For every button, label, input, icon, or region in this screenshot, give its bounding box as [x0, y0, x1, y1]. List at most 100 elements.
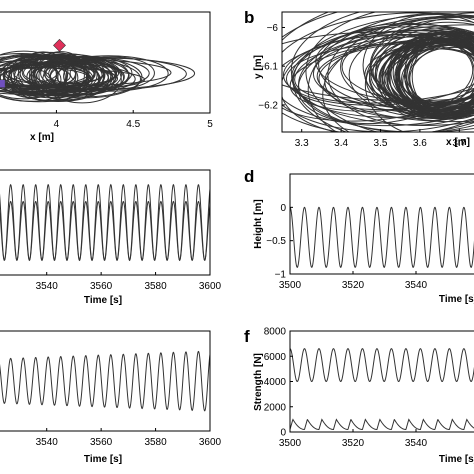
panel-a-orbit-trace [0, 50, 68, 100]
panel-b-orbit-trace [282, 33, 474, 106]
panel-f-frame [289, 330, 474, 433]
panel-b-orbit-trace [298, 16, 474, 132]
panel-e-xlabel: Time [s] [84, 454, 122, 465]
panel-b-orbit-trace [292, 13, 474, 132]
panel-a-orbit-trace [0, 53, 79, 102]
panel-b-xtick-label: 3.6 [413, 138, 427, 149]
panel-a-orbit-trace [36, 62, 90, 88]
panel-a-traces [0, 50, 196, 104]
panel-b-orbit-trace [316, 38, 474, 116]
panel-f-ytick-label: 0 [280, 428, 286, 439]
panel-f-xlabel: Time [s] [439, 454, 474, 465]
panel-f-x-ticks: 3500 3520 3540 [279, 429, 428, 449]
panel-a-xtick-label: 4.5 [126, 119, 140, 130]
panel-b-orbit-trace [290, 12, 474, 132]
panel-b-xlabel: x [m] [446, 137, 470, 148]
panel-label-f: f [244, 327, 250, 346]
panel-a-diamond-marker [53, 38, 66, 52]
panel-c: 3540 3560 3580 3600 Time [s] [0, 169, 222, 306]
panel-d-ytick-label: 0 [280, 203, 286, 214]
panel-e-xtick-label: 3580 [144, 437, 167, 448]
panel-d-xlabel: Time [s] [439, 294, 474, 305]
panel-b-ytick-label: −6 [267, 23, 279, 34]
panel-b-xtick-label: 3.7 [452, 138, 466, 149]
panel-c-xtick-label: 3540 [36, 281, 59, 292]
panel-b-x-ticks: 3.3 3.4 3.5 3.6 3.7 [295, 129, 467, 149]
panel-b-orbit-trace [369, 18, 474, 109]
panel-d-traces [289, 206, 474, 268]
panel-d-frame [289, 173, 474, 275]
panel-f-traces [289, 348, 474, 430]
panel-a-orbit-trace [0, 54, 118, 97]
panel-d-xtick-label: 3520 [342, 280, 365, 291]
panel-a-x-ticks: 4 4.5 5 [54, 110, 213, 130]
panel-f-ytick-label: 2000 [264, 402, 287, 413]
panel-a-xlabel: x [m] [30, 132, 54, 143]
panel-b-orbit-trace [318, 22, 474, 109]
panel-a-xtick-label: 4 [54, 119, 60, 130]
panel-a-square-marker [0, 79, 6, 89]
panel-f-xtick-label: 3500 [279, 438, 302, 449]
panel-d-ytick-label: −0.5 [266, 236, 286, 247]
panel-c-xlabel: Time [s] [84, 295, 122, 306]
panel-f-y-ticks: 0 2000 4000 6000 8000 [264, 327, 293, 439]
panel-a-orbit-trace [42, 55, 122, 104]
panel-b-xtick-label: 3.4 [334, 138, 348, 149]
panel-b-traces [282, 12, 474, 132]
panel-b-xtick-label: 3.3 [295, 138, 309, 149]
panel-f-ytick-label: 4000 [264, 377, 287, 388]
panel-a-orbit-trace [30, 60, 88, 93]
panel-e-traces [0, 350, 211, 412]
panel-d-series-line [289, 206, 474, 268]
panel-b-orbit-trace [282, 12, 474, 132]
panel-a-frame [0, 11, 211, 114]
panel-a-orbit-trace [49, 61, 125, 93]
panel-b-ylabel: y [m] [253, 55, 264, 79]
panel-f-series-line [289, 418, 474, 430]
panel-f-ylabel: Strength [N] [253, 353, 264, 411]
panel-d-xtick-label: 3500 [279, 280, 302, 291]
panel-b-orbit-trace [406, 36, 474, 120]
panel-c-frame [0, 169, 211, 276]
panel-b-orbit-trace [294, 24, 474, 104]
panel-e-xtick-label: 3540 [36, 437, 59, 448]
panel-b-xtick-label: 3.5 [374, 138, 388, 149]
panel-a-orbit-trace [17, 51, 69, 94]
panel-d-ytick-label: −1 [275, 270, 287, 281]
panel-c-traces [0, 183, 211, 262]
panel-c-x-ticks: 3540 3560 3580 3600 [36, 272, 222, 292]
panel-b-orbit-trace [285, 43, 474, 111]
panel-label-d: d [244, 167, 254, 186]
panel-c-xtick-label: 3560 [90, 281, 113, 292]
panel-b-orbit-trace [364, 16, 474, 132]
panel-c-xtick-label: 3580 [144, 281, 167, 292]
panel-f-ytick-label: 8000 [264, 327, 287, 338]
panel-a-xtick-label: 5 [207, 119, 213, 130]
panel-label-b: b [244, 8, 254, 27]
panel-b-orbit-trace [291, 29, 474, 126]
panel-c-series-line [0, 200, 211, 262]
panel-b-orbit-trace [307, 12, 474, 132]
panel-a: 4 4.5 5 x [m] [0, 11, 213, 143]
panel-d-ylabel: Height [m] [253, 199, 264, 248]
panel-a-orbit-trace [10, 56, 68, 98]
panel-e-frame [0, 330, 211, 432]
panel-b-orbit-trace [282, 30, 474, 122]
panel-a-orbit-trace [31, 60, 125, 96]
panel-e-series-line [0, 350, 211, 412]
panel-e-xtick-label: 3600 [199, 437, 222, 448]
panel-f-series-line [289, 348, 474, 383]
panel-d-y-ticks: 0 −0.5 −1 [266, 203, 293, 281]
panel-b-ytick-label: −6.1 [258, 62, 278, 73]
panel-e-xtick-label: 3560 [90, 437, 113, 448]
panel-f-ytick-label: 6000 [264, 352, 287, 363]
panel-e: 3540 3560 3580 3600 Time [s] [0, 330, 222, 465]
panel-b-orbit-trace [340, 16, 474, 116]
panel-b-orbit-trace [388, 48, 474, 110]
panel-c-xtick-label: 3600 [199, 281, 222, 292]
panel-a-markers [0, 38, 66, 89]
panel-f-xtick-label: 3520 [342, 438, 365, 449]
panel-b-orbit-trace [322, 12, 474, 132]
